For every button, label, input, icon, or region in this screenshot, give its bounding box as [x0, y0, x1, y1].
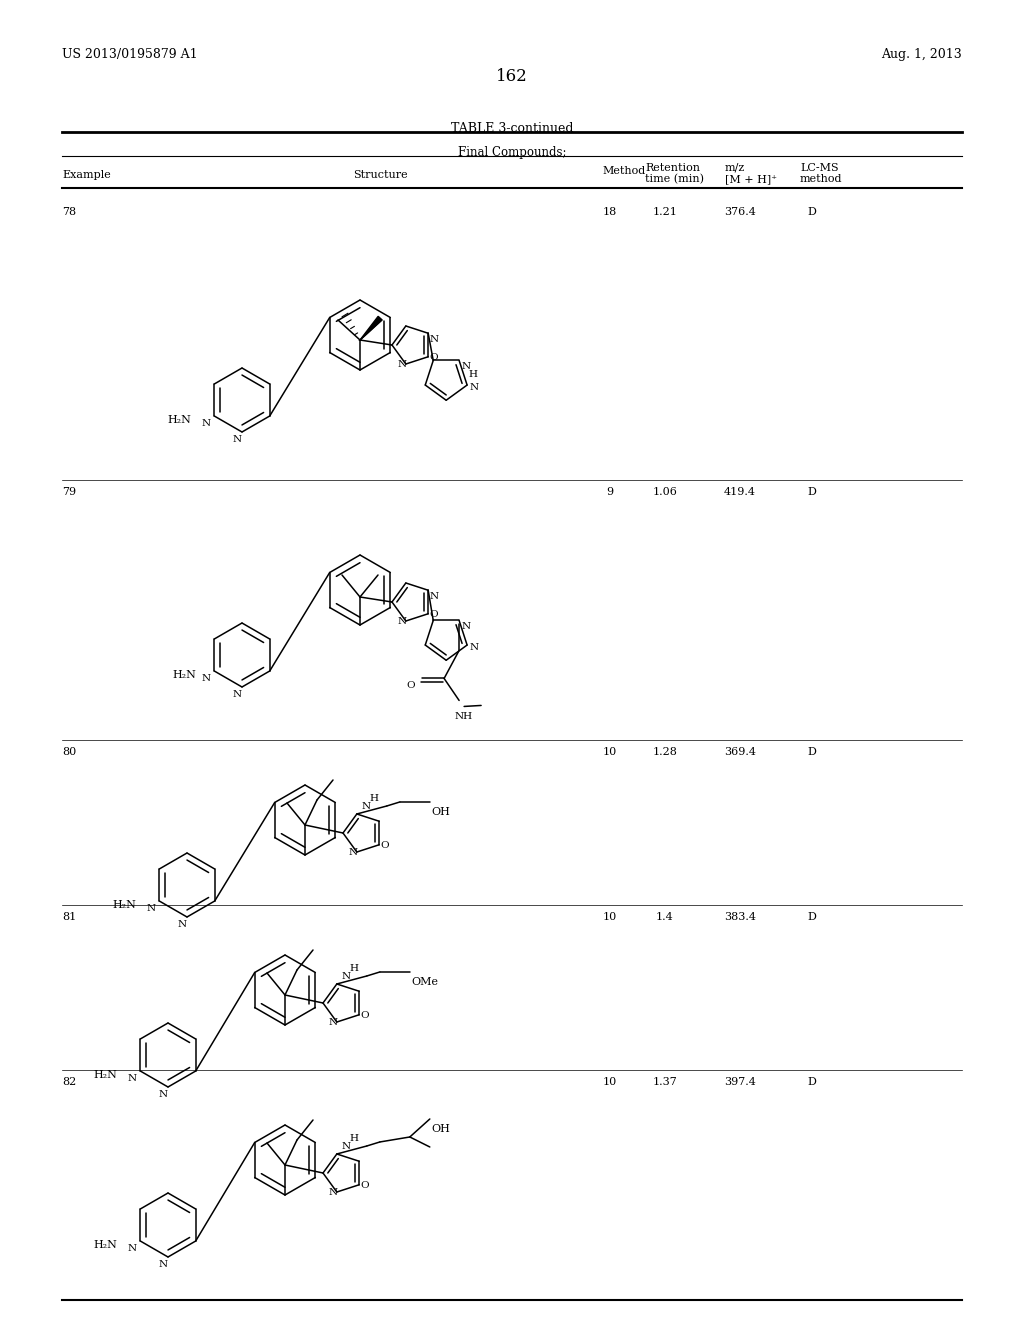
- Text: 10: 10: [603, 1077, 617, 1086]
- Text: H: H: [370, 793, 379, 803]
- Text: 419.4: 419.4: [724, 487, 756, 498]
- Text: 1.28: 1.28: [652, 747, 678, 756]
- Text: TABLE 3-continued: TABLE 3-continued: [451, 121, 573, 135]
- Text: N: N: [202, 675, 211, 682]
- Text: O: O: [380, 841, 389, 850]
- Text: 162: 162: [496, 69, 528, 84]
- Text: 1.06: 1.06: [652, 487, 678, 498]
- Text: time (min): time (min): [645, 174, 705, 185]
- Text: N: N: [159, 1261, 168, 1269]
- Text: N: N: [177, 920, 186, 929]
- Text: O: O: [407, 681, 415, 690]
- Text: NH: NH: [454, 713, 472, 722]
- Text: OMe: OMe: [412, 977, 439, 987]
- Text: 80: 80: [62, 747, 76, 756]
- Polygon shape: [360, 317, 382, 341]
- Text: N: N: [429, 593, 438, 601]
- Text: N: N: [397, 616, 407, 626]
- Text: O: O: [360, 1181, 369, 1189]
- Text: 397.4: 397.4: [724, 1077, 756, 1086]
- Text: OH: OH: [432, 1123, 451, 1134]
- Text: D: D: [808, 747, 816, 756]
- Text: Example: Example: [62, 170, 111, 180]
- Text: 1.4: 1.4: [656, 912, 674, 921]
- Text: OH: OH: [432, 807, 451, 817]
- Text: method: method: [800, 174, 843, 183]
- Text: N: N: [159, 1090, 168, 1100]
- Text: D: D: [808, 1077, 816, 1086]
- Text: [M + H]⁺: [M + H]⁺: [725, 174, 777, 183]
- Text: H₂N: H₂N: [93, 1239, 117, 1250]
- Text: 376.4: 376.4: [724, 207, 756, 216]
- Text: O: O: [429, 610, 438, 619]
- Text: O: O: [360, 1011, 369, 1020]
- Text: 78: 78: [62, 207, 76, 216]
- Text: D: D: [808, 207, 816, 216]
- Text: N: N: [232, 436, 242, 444]
- Text: D: D: [808, 487, 816, 498]
- Text: N: N: [329, 1188, 338, 1197]
- Text: N: N: [361, 803, 371, 810]
- Text: N: N: [349, 847, 358, 857]
- Text: N: N: [128, 1243, 137, 1253]
- Text: N: N: [397, 360, 407, 370]
- Text: Method: Method: [602, 166, 645, 176]
- Text: LC-MS: LC-MS: [800, 162, 839, 173]
- Text: Final Compounds;: Final Compounds;: [458, 147, 566, 158]
- Text: Aug. 1, 2013: Aug. 1, 2013: [882, 48, 962, 61]
- Text: N: N: [128, 1074, 137, 1082]
- Text: Retention: Retention: [645, 162, 700, 173]
- Text: H: H: [350, 964, 358, 973]
- Text: 9: 9: [606, 487, 613, 498]
- Text: 10: 10: [603, 747, 617, 756]
- Text: H₂N: H₂N: [112, 900, 136, 909]
- Text: 369.4: 369.4: [724, 747, 756, 756]
- Text: N: N: [146, 904, 156, 913]
- Text: 82: 82: [62, 1077, 76, 1086]
- Text: Structure: Structure: [352, 170, 408, 180]
- Text: N: N: [342, 972, 351, 981]
- Text: O: O: [429, 352, 438, 362]
- Text: N: N: [469, 383, 478, 392]
- Text: 10: 10: [603, 912, 617, 921]
- Text: N: N: [232, 690, 242, 700]
- Text: H₂N: H₂N: [172, 671, 196, 680]
- Text: H: H: [468, 371, 477, 379]
- Text: H: H: [350, 1134, 358, 1143]
- Text: N: N: [342, 1142, 351, 1151]
- Text: H₂N: H₂N: [93, 1071, 117, 1080]
- Text: 1.21: 1.21: [652, 207, 678, 216]
- Text: m/z: m/z: [725, 162, 745, 173]
- Text: D: D: [808, 912, 816, 921]
- Text: 79: 79: [62, 487, 76, 498]
- Text: 383.4: 383.4: [724, 912, 756, 921]
- Text: H₂N: H₂N: [167, 414, 190, 425]
- Text: N: N: [469, 643, 478, 652]
- Text: 18: 18: [603, 207, 617, 216]
- Text: 1.37: 1.37: [652, 1077, 677, 1086]
- Text: N: N: [329, 1018, 338, 1027]
- Text: N: N: [461, 623, 470, 631]
- Text: 81: 81: [62, 912, 76, 921]
- Text: N: N: [202, 418, 211, 428]
- Text: US 2013/0195879 A1: US 2013/0195879 A1: [62, 48, 198, 61]
- Text: N: N: [461, 363, 470, 371]
- Text: N: N: [429, 335, 438, 345]
